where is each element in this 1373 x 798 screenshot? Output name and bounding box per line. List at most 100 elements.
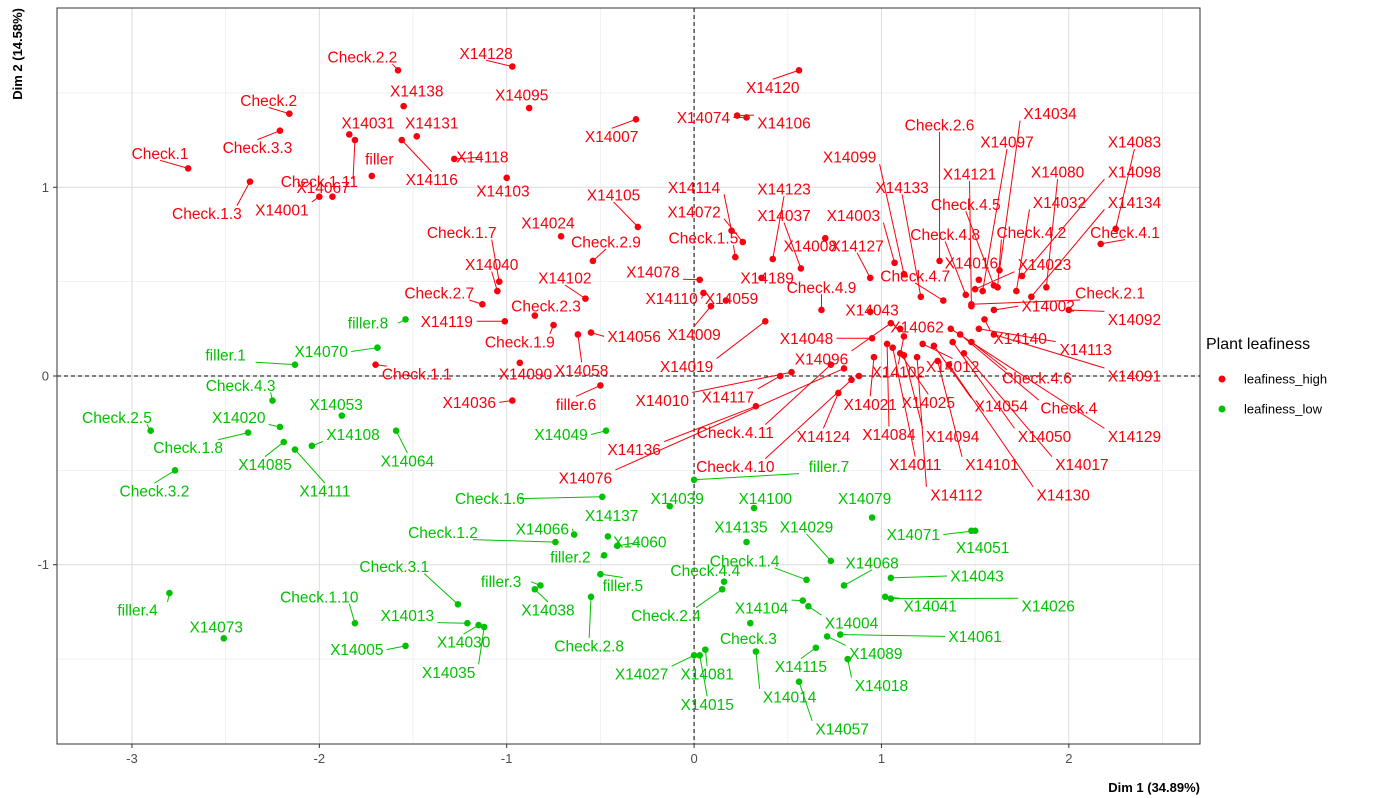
point-label: X14089 <box>849 646 902 663</box>
data-point-leafiness_high <box>975 325 983 333</box>
data-point-leafiness_high <box>574 331 582 338</box>
point-label: X14008 <box>784 238 837 255</box>
x-axis-title: Dim 1 (34.89%) <box>1108 780 1200 795</box>
data-point-leafiness_high <box>531 312 539 319</box>
label-leader-line <box>600 573 623 578</box>
label-leader-line <box>959 334 1040 401</box>
point-label: Check.2.5 <box>82 410 152 427</box>
label-leader-line <box>1045 179 1059 288</box>
data-point-leafiness_low <box>537 582 544 589</box>
point-label: Check.4.7 <box>880 268 950 285</box>
data-point-leafiness_low <box>720 578 728 586</box>
label-leader-line <box>1100 239 1126 245</box>
data-point-leafiness_high <box>788 368 795 376</box>
point-label: X14078 <box>626 265 679 282</box>
y-tick-label: 0 <box>42 369 49 384</box>
label-leader-line <box>716 320 766 359</box>
data-point-leafiness_low <box>464 619 471 627</box>
data-point-leafiness_high <box>1028 293 1035 301</box>
data-point-leafiness_high <box>827 361 835 368</box>
data-point-leafiness_low <box>868 514 876 521</box>
data-point-leafiness_high <box>870 353 878 361</box>
point-label: X14002 <box>1021 299 1074 316</box>
data-point-leafiness_low <box>147 427 154 435</box>
point-label: X14099 <box>823 150 876 167</box>
data-point-leafiness_high <box>316 193 323 201</box>
point-label: X14038 <box>521 603 574 620</box>
point-label: X14036 <box>443 395 496 412</box>
point-label: filler.7 <box>809 459 850 476</box>
point-label: Check.4.2 <box>996 225 1066 242</box>
point-label: X14085 <box>238 457 291 474</box>
point-label: X14025 <box>902 395 955 412</box>
label-leader-line <box>963 353 1053 458</box>
point-label: X14048 <box>780 331 833 348</box>
label-leader-line <box>236 181 251 206</box>
data-point-leafiness_low <box>392 427 400 435</box>
data-point-leafiness_low <box>803 576 810 584</box>
data-point-leafiness_high <box>981 316 988 323</box>
label-leader-line <box>783 222 802 269</box>
data-point-leafiness_high <box>891 259 898 267</box>
data-point-leafiness_high <box>900 351 908 359</box>
data-point-leafiness_high <box>722 297 730 304</box>
point-label: X14120 <box>746 80 800 97</box>
data-point-leafiness_high <box>855 372 863 380</box>
point-label: Check.2.3 <box>511 299 581 316</box>
label-leader-line <box>671 654 695 667</box>
data-point-leafiness_low <box>480 623 488 631</box>
data-point-leafiness_high <box>550 321 557 329</box>
label-leader-line <box>294 449 326 484</box>
data-point-leafiness_low <box>827 557 835 565</box>
point-label: X14039 <box>650 491 703 508</box>
data-point-leafiness_high <box>939 297 947 304</box>
data-point-leafiness_low <box>887 595 895 602</box>
data-point-leafiness_high <box>732 253 739 261</box>
label-leader-line <box>999 120 1021 271</box>
label-leader-line <box>218 432 249 441</box>
point-label: X14005 <box>330 642 383 659</box>
point-label: X14026 <box>1021 599 1074 616</box>
label-leader-line <box>663 405 757 443</box>
label-leader-line <box>843 569 873 586</box>
point-label: X14015 <box>680 697 733 714</box>
point-label: X14073 <box>190 619 243 636</box>
point-label: X14080 <box>1031 165 1085 182</box>
legend-label: leafiness_high <box>1244 372 1327 387</box>
label-leader-line <box>472 539 556 543</box>
label-leader-line <box>971 299 1081 305</box>
label-leader-line <box>882 222 896 263</box>
label-leader-line <box>937 360 963 457</box>
data-point-leafiness_low <box>805 602 812 610</box>
label-leader-line <box>692 371 792 394</box>
point-label: X14057 <box>815 721 868 738</box>
data-point-leafiness_high <box>868 334 876 342</box>
point-label: filler <box>365 151 393 168</box>
label-leader-line <box>257 130 281 141</box>
point-label: X14106 <box>757 116 810 133</box>
point-label: Check.2.7 <box>404 285 474 302</box>
point-label: X14054 <box>975 399 1029 416</box>
legend-label: leafiness_low <box>1244 402 1323 417</box>
data-point-leafiness_high <box>913 353 921 361</box>
data-point-leafiness_high <box>795 66 803 74</box>
point-labels: Check.1 Check.1.3 Check.1.11 Check.2 Check.3… <box>82 46 1161 739</box>
point-label: Check.4.5 <box>931 197 1001 214</box>
point-label: filler.6 <box>556 397 597 414</box>
point-label: X14018 <box>855 678 908 695</box>
point-label: X14034 <box>1023 106 1077 123</box>
label-leader-line <box>950 328 1105 429</box>
label-leader-line <box>890 575 948 579</box>
point-label: X14128 <box>459 46 512 63</box>
data-point-leafiness_high <box>947 325 955 333</box>
data-point-leafiness_high <box>936 257 943 265</box>
data-point-leafiness_low <box>598 493 606 501</box>
data-point-leafiness_high <box>728 227 735 234</box>
y-tick-label: -1 <box>37 557 49 572</box>
data-point-leafiness_high <box>968 300 975 308</box>
data-point-leafiness_low <box>402 316 409 323</box>
data-point-leafiness_high <box>184 165 192 172</box>
label-leader-line <box>1030 209 1105 298</box>
data-point-leafiness_low <box>844 655 852 663</box>
point-label: X14004 <box>825 616 879 633</box>
